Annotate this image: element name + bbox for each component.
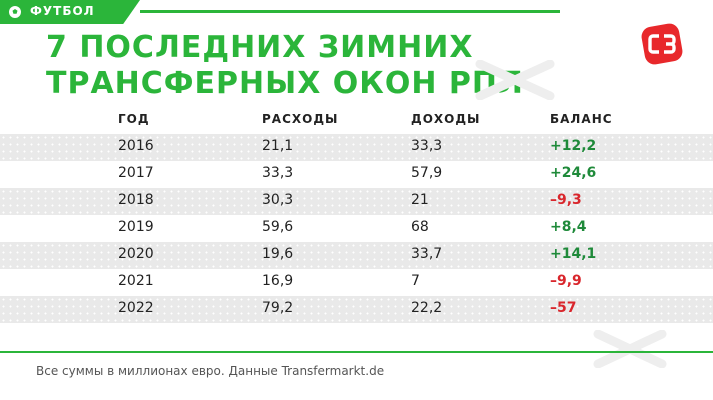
- year-cell: 2017: [118, 165, 154, 181]
- table-row: 2017 33,3 57,9 +24,6: [0, 161, 713, 188]
- table-row: 2019 59,6 68 +8,4: [0, 215, 713, 242]
- balance-cell: +24,6: [550, 165, 597, 181]
- income-cell: 57,9: [411, 165, 443, 181]
- table-row: 2020 19,6 33,7 +14,1: [0, 242, 713, 269]
- expenses-cell: 33,3: [262, 165, 294, 181]
- title-line-2: ТРАНСФЕРНЫХ ОКОН РПЛ: [46, 66, 524, 101]
- year-cell: 2022: [118, 300, 154, 316]
- balance-cell: +8,4: [550, 219, 587, 235]
- year-cell: 2021: [118, 273, 154, 289]
- page-title: 7 ПОСЛЕДНИХ ЗИМНИХ ТРАНСФЕРНЫХ ОКОН РПЛ: [46, 30, 606, 102]
- income-cell: 33,3: [411, 138, 443, 154]
- table-row: 2016 21,1 33,3 +12,2: [0, 134, 713, 161]
- title-line-1: 7 ПОСЛЕДНИХ ЗИМНИХ: [46, 30, 474, 65]
- table-row: 2021 16,9 7 –9,9: [0, 269, 713, 296]
- category-band: [0, 0, 140, 24]
- income-cell: 68: [411, 219, 429, 235]
- expenses-cell: 79,2: [262, 300, 294, 316]
- expenses-cell: 30,3: [262, 192, 294, 208]
- header-expenses: РАСХОДЫ: [262, 112, 339, 126]
- table-row: 2022 79,2 22,2 –57: [0, 296, 713, 323]
- sport-express-logo: [641, 23, 683, 65]
- x-watermark-icon: [593, 330, 667, 368]
- year-cell: 2020: [118, 246, 154, 262]
- transfer-table: ГОД РАСХОДЫ ДОХОДЫ БАЛАНС 2016 21,1 33,3…: [0, 106, 713, 323]
- income-cell: 22,2: [411, 300, 443, 316]
- header-line: [140, 10, 560, 13]
- expenses-cell: 19,6: [262, 246, 294, 262]
- income-cell: 7: [411, 273, 420, 289]
- balance-cell: –9,3: [550, 192, 582, 208]
- header-income: ДОХОДЫ: [411, 112, 481, 126]
- header-balance: БАЛАНС: [550, 112, 613, 126]
- balance-cell: +12,2: [550, 138, 597, 154]
- balance-cell: +14,1: [550, 246, 597, 262]
- table-row: 2018 30,3 21 –9,3: [0, 188, 713, 215]
- footnote: Все суммы в миллионах евро. Данные Trans…: [36, 364, 385, 378]
- header-year: ГОД: [118, 112, 150, 126]
- balance-cell: –9,9: [550, 273, 582, 289]
- income-cell: 33,7: [411, 246, 443, 262]
- year-cell: 2019: [118, 219, 154, 235]
- income-cell: 21: [411, 192, 429, 208]
- footer-divider: [0, 351, 713, 353]
- year-cell: 2016: [118, 138, 154, 154]
- ball-icon: [9, 6, 21, 18]
- expenses-cell: 21,1: [262, 138, 294, 154]
- category-label: ФУТБОЛ: [30, 4, 95, 18]
- expenses-cell: 59,6: [262, 219, 294, 235]
- balance-cell: –57: [550, 300, 577, 316]
- table-header: ГОД РАСХОДЫ ДОХОДЫ БАЛАНС: [0, 106, 713, 134]
- year-cell: 2018: [118, 192, 154, 208]
- expenses-cell: 16,9: [262, 273, 294, 289]
